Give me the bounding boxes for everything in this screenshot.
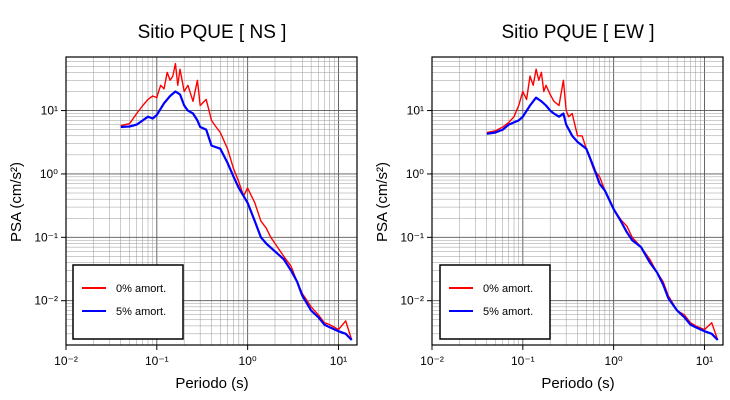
y-axis-label: PSA (cm/s²) [8,162,25,242]
legend: 0% amort. 5% amort. [439,264,551,340]
y-tick-label: 10⁻² [400,294,424,308]
x-tick-label: 10⁻¹ [145,354,169,368]
x-tick-label: 10¹ [696,354,713,368]
y-tick-label: 10¹ [407,104,424,118]
plot-frame [65,56,358,346]
legend-label-0pct: 0% amort. [116,283,166,295]
y-tick-label: 10⁻² [34,294,58,308]
legend-box [72,264,184,340]
x-tick-label: 10⁻¹ [511,354,535,368]
x-axis-label: Periodo (s) [541,375,614,392]
legend-label-5pct: 5% amort. [483,306,533,318]
legend: 0% amort. 5% amort. [72,264,184,340]
x-tick-label: 10⁻² [420,354,444,368]
y-tick-label: 10⁻¹ [400,230,424,244]
panel-ns: Sitio PQUE [ NS ] Periodo (s) PSA (cm/s²… [8,22,358,392]
legend-label-0pct: 0% amort. [483,283,533,295]
x-tick-label: 10¹ [330,354,347,368]
series-line [120,90,353,341]
series-line [486,96,719,341]
x-tick-label: 10⁰ [605,354,623,368]
panel-ew: Sitio PQUE [ EW ] Periodo (s) PSA (cm/s²… [374,22,724,392]
series-group [120,62,353,341]
legend-label-5pct: 5% amort. [116,306,166,318]
x-axis-label: Periodo (s) [175,375,248,392]
grid [431,56,723,346]
y-tick-label: 10⁻¹ [34,230,58,244]
y-axis-label: PSA (cm/s²) [374,162,391,242]
plot-frame [431,56,724,346]
panel-title: Sitio PQUE [ NS ] [138,22,287,43]
tick-labels: 10⁻² 10⁻¹ 10⁰ 10¹ 10⁻² 10⁻¹ 10⁰ 10¹ [34,104,347,368]
x-tick-label: 10⁰ [239,354,257,368]
y-tick-label: 10¹ [41,104,58,118]
y-tick-label: 10⁰ [406,167,424,181]
x-tick-label: 10⁻² [54,354,78,368]
tick-labels: 10⁻² 10⁻¹ 10⁰ 10¹ 10⁻² 10⁻¹ 10⁰ 10¹ [400,104,713,368]
legend-box [439,264,551,340]
y-tick-label: 10⁰ [40,167,58,181]
series-group [486,68,719,341]
panel-title: Sitio PQUE [ EW ] [501,22,654,43]
